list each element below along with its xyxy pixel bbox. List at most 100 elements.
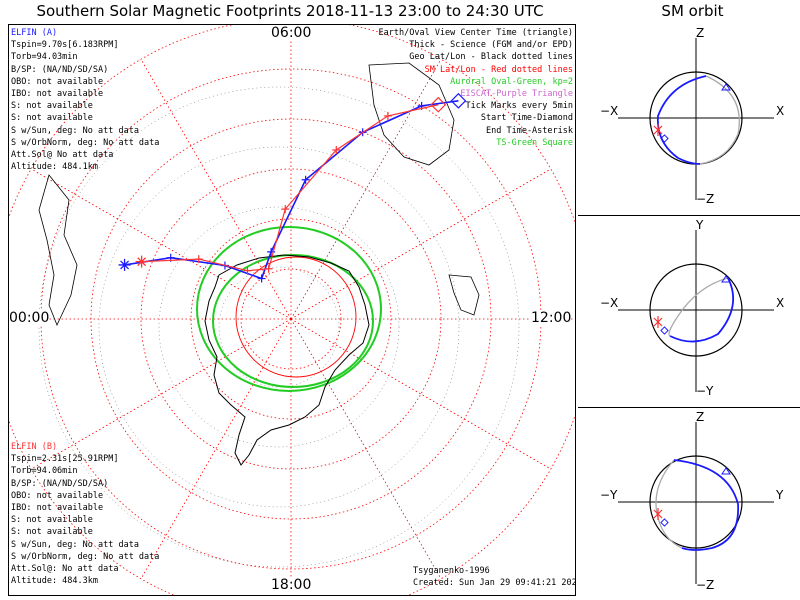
mlt-label-top: 06:00 [271, 25, 312, 41]
sm-lat-ring [240, 268, 342, 370]
view-center-triangle [721, 467, 731, 475]
elfin-a-tick-mark [301, 175, 310, 184]
elfin-b-line: S w/OrbNorm, deg: No att data [11, 551, 160, 562]
end-asterisk [653, 124, 663, 136]
elfin-b-tick-mark [243, 266, 252, 275]
sm-orbit-xz-svg [618, 38, 774, 200]
sm-orbit-xy-panel: Y −Y −X X [578, 216, 800, 408]
end-asterisk [653, 316, 663, 328]
elfin-b-track [141, 104, 439, 272]
legend-entry: Geo Lat/Lon - Black dotted lines [409, 52, 573, 63]
inner-polar-circle [235, 256, 357, 378]
orbit-path-back [699, 75, 740, 165]
elfin-a-line: S w/Sun, deg: No att data [11, 125, 139, 136]
legend-entry: SM Lat/Lon - Red dotted lines [424, 64, 573, 75]
axis-label-bottom: −Z [696, 192, 715, 206]
geo-lat-ring [158, 206, 400, 448]
elfin-a-line: OBO: not available [11, 76, 104, 87]
elfin-b-line: IBO: not available [11, 503, 104, 514]
auroral-oval-inner [212, 254, 374, 388]
axis-label-top: Z [696, 410, 705, 424]
elfin-b-line: B/SP: (NA/ND/SD/SA) [11, 478, 109, 489]
axis-label-bottom: −Z [696, 578, 715, 592]
sm-lon-line [290, 318, 552, 470]
elfin-a-line: S w/OrbNorm, deg: No att data [11, 137, 160, 148]
view-center-triangle [721, 275, 731, 283]
mlt-label-left: 00:00 [9, 310, 50, 326]
antarctica-outline [204, 254, 370, 466]
legend-entry: Earth/Oval View Center Time (triangle) [378, 28, 573, 38]
elfin-b-line: Att.Sol@: No att data [11, 564, 119, 575]
elfin-b-tick-mark [332, 145, 341, 154]
elfin-a-line: Torb=94.03min [11, 52, 78, 63]
elfin-a-line: IBO: not available [11, 89, 104, 100]
legend: Earth/Oval View Center Time (triangle) T… [379, 27, 573, 149]
elfin-b-line: S w/Sun, deg: No att data [11, 539, 139, 550]
elfin-b-tick-mark [264, 264, 273, 273]
auroral-oval-outer [196, 226, 382, 392]
start-diamond [660, 134, 669, 143]
coastline-outline [448, 274, 480, 316]
elfin-b-end-marker [135, 255, 148, 268]
mlt-label-bottom: 18:00 [271, 577, 312, 593]
elfin-a-end-marker [118, 258, 131, 271]
axis-label-left: −X [600, 296, 619, 310]
elfin-a-info: ELFIN (A) Tspin=9.70s[6.183RPM] Torb=94.… [11, 27, 159, 173]
axis-label-right: X [776, 296, 785, 310]
australia-outline [368, 62, 455, 166]
elfin-b-line: S: not available [11, 515, 93, 526]
geo-lat-ring [98, 146, 460, 508]
elfin-b-tick-mark [281, 205, 290, 214]
sm-lon-line [290, 168, 552, 320]
legend-entry: Start Time-Diamond [480, 113, 573, 124]
mlt-label-right: 12:00 [531, 310, 572, 326]
legend-entry: Thick - Science (FGM and/or EPD) [409, 40, 573, 51]
elfin-a-line: Att.Sol@ No att data [11, 150, 114, 161]
sm-orbit-xy-svg [618, 230, 774, 392]
elfin-b-tick-mark [383, 111, 392, 120]
sm-orbit-xz-panel: Z −Z −X X [578, 24, 800, 216]
orbit-path-front [673, 459, 739, 551]
polar-chart-svg [9, 25, 575, 595]
created-label: Created: Sun Jan 29 09:41:21 2023 [413, 578, 576, 589]
elfin-b-info: ELFIN (B) Tspin=2.31s[25.91RPM] Torb=94.… [11, 441, 159, 587]
elfin-a-line: B/SP: (NA/ND/SD/SA) [11, 64, 109, 75]
legend-entry: EISCAT-Purple Triangle [460, 89, 573, 100]
elfin-a-name: ELFIN (A) [11, 28, 58, 38]
elfin-a-start-marker [450, 92, 467, 109]
orbit-path-front [656, 75, 707, 165]
view-center-triangle [721, 83, 731, 91]
orbit-path-front [669, 277, 735, 343]
start-diamond [660, 326, 669, 335]
orbit-title: SM orbit [661, 2, 724, 20]
legend-entry: Auroral Oval-Green, kp=2 [450, 76, 573, 87]
axis-label-right: X [776, 104, 785, 118]
chart-title: Southern Solar Magnetic Footprints 2018-… [36, 2, 544, 20]
elfin-a-tick-mark [257, 274, 266, 283]
axis-label-right: Y [776, 488, 784, 502]
model-label: Tsyganenko-1996 [413, 566, 490, 576]
elfin-a-line: S: not available [11, 113, 93, 124]
elfin-b-line: S: not available [11, 527, 93, 538]
sm-lat-ring [140, 168, 442, 470]
orbit-path-back [668, 277, 729, 337]
earth-circle [649, 455, 743, 549]
axis-label-bottom: −Y [696, 384, 714, 398]
elfin-b-tick-mark [194, 255, 203, 264]
legend-entry: End Time-Asterisk [486, 125, 573, 136]
axis-label-left: −Y [600, 488, 618, 502]
geo-lat-ring [38, 86, 520, 568]
footprint-plot: 06:00 00:00 12:00 18:00 ELFIN (A) Tspin=… [8, 24, 576, 596]
elfin-a-line: S: not available [11, 101, 93, 112]
coastline-outline [38, 174, 78, 327]
sm-orbit-yz-svg [618, 422, 774, 584]
elfin-b-line: OBO: not available [11, 490, 104, 501]
start-diamond [660, 518, 669, 527]
legend-entry: Tick Marks every 5min [465, 101, 573, 112]
end-asterisk [653, 508, 663, 520]
axis-label-top: Z [696, 26, 705, 40]
elfin-b-start-marker [430, 96, 447, 113]
elfin-b-line: Altitude: 484.3km [11, 576, 98, 587]
axis-label-left: −X [600, 104, 619, 118]
legend-entry: TS-Green Square [496, 137, 573, 148]
